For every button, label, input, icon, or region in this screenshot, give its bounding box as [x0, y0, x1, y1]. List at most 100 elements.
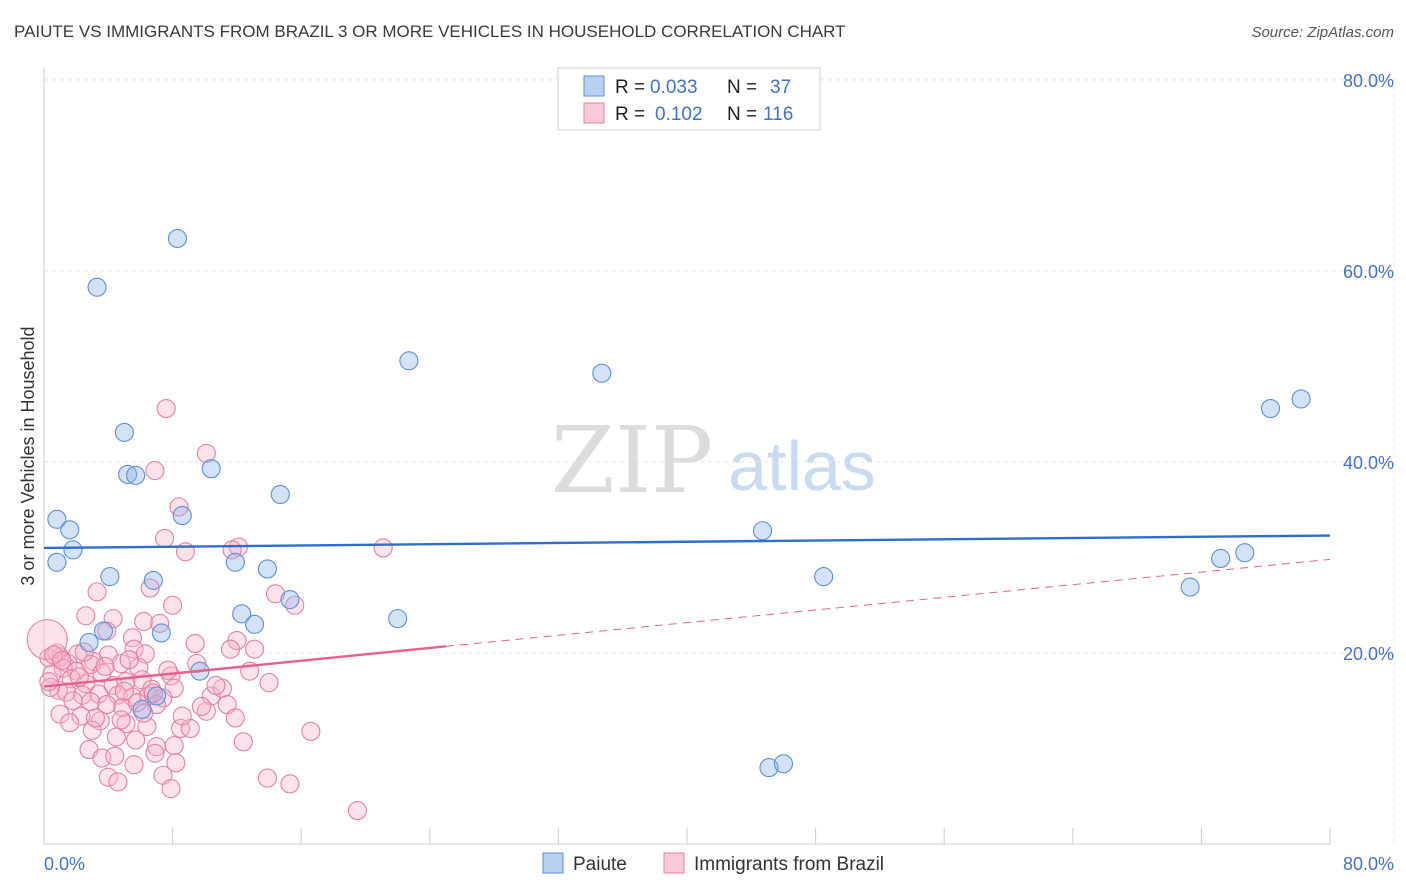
- point-brazil-112: [158, 660, 178, 680]
- point-brazil-114: [225, 708, 245, 728]
- series-legend: Paiute Immigrants from Brazil: [542, 852, 884, 875]
- point-brazil-1: [196, 443, 216, 463]
- legend-n-label-brazil: N =: [727, 104, 757, 125]
- point-brazil-56: [201, 686, 221, 706]
- point-paiute-15: [63, 540, 83, 560]
- point-brazil-108: [74, 642, 94, 662]
- gridlines: [44, 77, 1395, 844]
- point-brazil-11: [265, 584, 286, 604]
- point-paiute-14: [753, 521, 773, 541]
- point-paiute-11: [47, 509, 67, 529]
- watermark-atlas: atlas: [728, 427, 876, 505]
- point-paiute-9: [201, 459, 221, 479]
- point-brazil-72: [259, 673, 279, 693]
- bottom-legend-label-paiute: Paiute: [573, 854, 627, 875]
- y-tick-label-2: 60.0%: [1343, 262, 1394, 282]
- legend-swatch-brazil: [583, 102, 605, 124]
- point-brazil-111: [143, 683, 163, 703]
- legend-swatch-paiute: [583, 75, 605, 97]
- bottom-legend-swatch-paiute: [542, 852, 564, 874]
- legend-n-value-paiute: 37: [770, 77, 791, 98]
- legend-r-label-brazil: R =: [615, 104, 645, 125]
- point-brazil-2: [145, 461, 165, 481]
- point-paiute-18: [1211, 548, 1231, 569]
- point-brazil-27: [68, 644, 88, 664]
- point-paiute-2: [399, 351, 419, 371]
- point-paiute-8: [126, 465, 146, 485]
- point-brazil-106: [39, 672, 59, 692]
- point-brazil-15: [134, 611, 154, 632]
- point-paiute-17: [1235, 543, 1255, 563]
- chart-title: PAIUTE VS IMMIGRANTS FROM BRAZIL 3 OR MO…: [14, 22, 846, 41]
- point-paiute-13: [172, 505, 192, 526]
- y-tick-label-3: 80.0%: [1343, 71, 1394, 91]
- point-brazil-82: [124, 755, 144, 775]
- axes: [43, 68, 1331, 845]
- point-paiute-36: [146, 686, 167, 706]
- y-tick-labels: 20.0% 40.0% 60.0% 80.0%: [1343, 71, 1394, 664]
- point-brazil-10: [87, 582, 107, 602]
- point-paiute-4: [1260, 398, 1281, 419]
- point-brazil-93: [26, 619, 68, 661]
- point-brazil-9: [140, 578, 160, 598]
- point-brazil-85: [98, 767, 118, 787]
- point-paiute-33: [132, 699, 152, 719]
- y-axis-label: 3 or more Vehicles in Household: [18, 326, 38, 585]
- point-brazil-78: [233, 732, 253, 752]
- point-paiute-0: [167, 228, 187, 249]
- point-paiute-22: [143, 570, 163, 590]
- point-paiute-35: [773, 754, 794, 774]
- point-brazil-41: [161, 666, 181, 686]
- legend-n-value-brazil: 116: [763, 104, 793, 125]
- point-paiute-31: [79, 632, 99, 653]
- point-brazil-73: [82, 720, 102, 740]
- stats-legend: R = 0.033 N = 37 R = 0.102 N = 116: [557, 67, 821, 131]
- point-brazil-62: [127, 693, 147, 713]
- point-paiute-30: [151, 623, 171, 643]
- point-paiute-20: [257, 559, 277, 579]
- point-brazil-22: [220, 639, 241, 659]
- point-brazil-86: [108, 772, 128, 792]
- legend-n-label-paiute: N =: [727, 77, 757, 98]
- point-brazil-51: [89, 684, 109, 704]
- point-brazil-60: [97, 695, 117, 715]
- point-paiute-3: [592, 363, 612, 383]
- point-brazil-90: [280, 774, 300, 794]
- point-brazil-104: [187, 653, 207, 674]
- point-brazil-110: [114, 681, 134, 701]
- point-brazil-105: [206, 675, 226, 696]
- point-paiute-27: [245, 614, 265, 634]
- point-brazil-98: [172, 706, 192, 726]
- point-brazil-31: [84, 652, 104, 672]
- legend-r-label-paiute: R =: [615, 77, 645, 98]
- point-brazil-21: [185, 633, 205, 654]
- point-brazil-100: [63, 691, 83, 711]
- point-brazil-75: [126, 730, 146, 750]
- point-brazil-6: [373, 538, 393, 558]
- point-brazil-115: [60, 713, 80, 733]
- point-paiute-10: [270, 484, 290, 505]
- point-brazil-102: [111, 710, 131, 730]
- point-paiute-25: [280, 589, 300, 610]
- point-brazil-61: [113, 697, 133, 717]
- trend-line-dashed-brazil: [445, 558, 1331, 647]
- series-brazil-points: [26, 398, 393, 821]
- point-brazil-107: [52, 651, 72, 671]
- point-paiute-29: [93, 621, 114, 641]
- point-brazil-83: [145, 743, 165, 763]
- point-paiute-5: [1291, 389, 1311, 409]
- trend-lines: [43, 534, 1331, 688]
- y-tick-label-1: 40.0%: [1343, 453, 1394, 473]
- point-paiute-23: [814, 567, 834, 587]
- watermark-zip: ZIP: [551, 407, 713, 514]
- point-paiute-28: [388, 609, 408, 629]
- point-paiute-21: [100, 567, 120, 587]
- point-brazil-17: [150, 613, 170, 633]
- point-brazil-16: [76, 606, 96, 626]
- point-brazil-74: [106, 727, 126, 747]
- point-brazil-0: [156, 398, 176, 419]
- point-paiute-26: [232, 604, 252, 624]
- point-brazil-47: [164, 678, 184, 698]
- point-brazil-92: [301, 721, 321, 741]
